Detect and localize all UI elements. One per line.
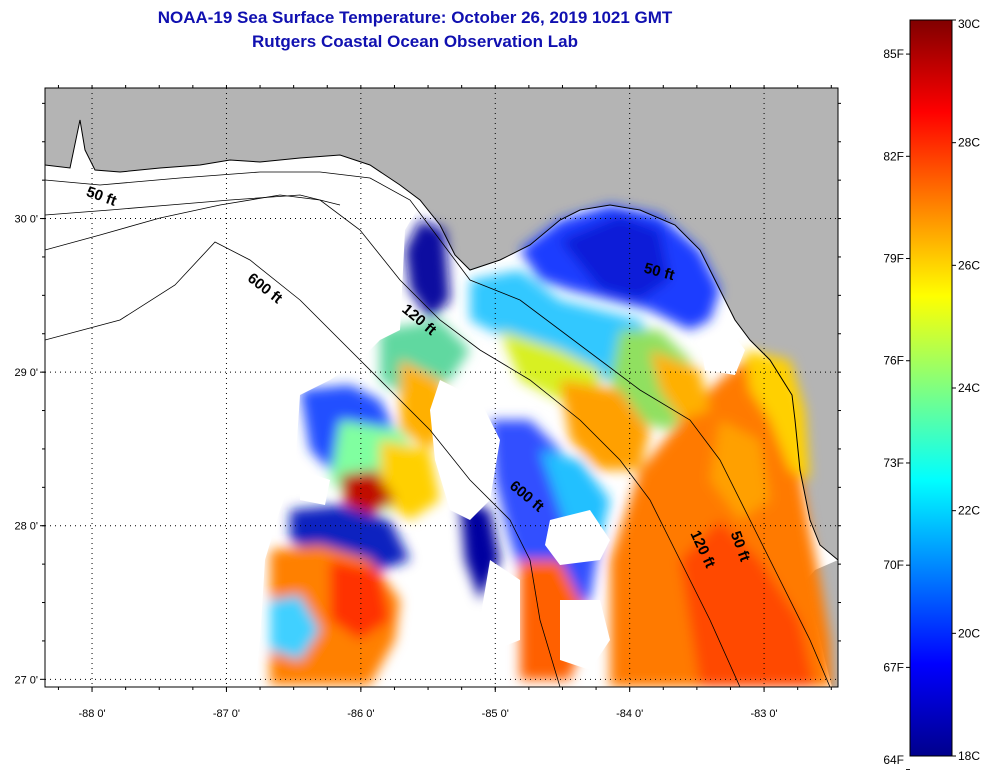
- y-tick-label: 30 0': [14, 214, 38, 226]
- x-tick-label: -83 0': [750, 708, 777, 720]
- colorbar-c-label: 22C: [958, 504, 980, 518]
- colorbar-c-label: 26C: [958, 258, 980, 272]
- no-data-areas: [45, 160, 745, 687]
- contour-120ft: [45, 194, 741, 687]
- y-tick-label: 28 0': [14, 521, 38, 533]
- colorbar-f-label: 70F: [883, 558, 904, 572]
- colorbar-c-label: 18C: [958, 749, 980, 763]
- map-subtitle: Rutgers Coastal Ocean Observation Lab: [252, 32, 578, 51]
- contour-extra: [45, 194, 341, 216]
- map-frame: [44, 87, 839, 688]
- land-north: [45, 88, 838, 560]
- colorbar-c-label: 20C: [958, 626, 980, 640]
- coastline: [45, 119, 838, 561]
- x-tick-label: -84 0': [616, 708, 643, 720]
- colorbar: 30C 28C 26C 24C 22C 20C 18C 85F 82F 79F 76F 73F 70F 6…: [883, 17, 980, 770]
- colorbar-c-label: 28C: [958, 136, 980, 150]
- colorbar-c-label: 24C: [958, 381, 980, 395]
- x-tick-label: -85 0': [482, 708, 509, 720]
- colorbar-c-label: 30C: [958, 17, 980, 31]
- colorbar-gradient: [909, 19, 953, 757]
- colorbar-f-label: 67F: [883, 660, 904, 674]
- x-tick-label: -88 0': [78, 708, 105, 720]
- y-tick-label: 29 0': [14, 367, 38, 379]
- colorbar-f-label: 73F: [883, 456, 904, 470]
- x-tick-label: -87 0': [213, 708, 240, 720]
- contour-600ft: [45, 241, 561, 687]
- colorbar-f-label: 64F: [883, 753, 904, 767]
- sst-field: [270, 205, 832, 687]
- graticule: [45, 88, 838, 687]
- colorbar-f-label: 79F: [883, 252, 904, 266]
- y-tick-label: 27 0': [14, 674, 38, 686]
- colorbar-f-label: 85F: [883, 47, 904, 61]
- map-title: NOAA-19 Sea Surface Temperature: October…: [157, 8, 673, 27]
- contour-50ft: [45, 171, 831, 687]
- axis-ticks: -88 0' -87 0' -86 0' -85 0' -84 0' -83 0' 27 0…: [14, 85, 841, 720]
- colorbar-f-label: 76F: [883, 354, 904, 368]
- x-tick-label: -86 0': [347, 708, 374, 720]
- colorbar-f-label: 82F: [883, 149, 904, 163]
